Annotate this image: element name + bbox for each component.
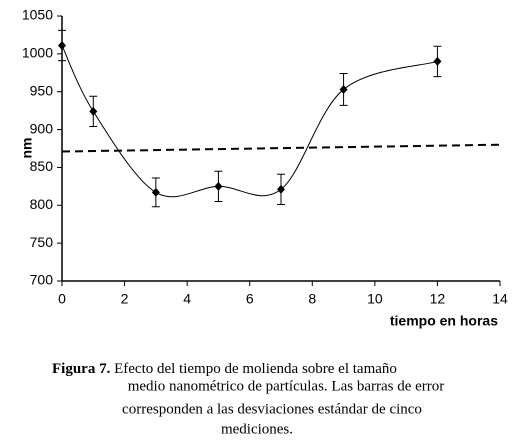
- reference-line: [61, 143, 501, 153]
- x-tick-label: 4: [183, 291, 191, 307]
- x-axis-label: tiempo en horas: [390, 313, 498, 329]
- y-tick-label: 850: [30, 158, 54, 174]
- caption-line: Figura 7. Efecto del tiempo de molienda …: [52, 361, 397, 377]
- caption-line: mediciones.: [221, 421, 293, 435]
- caption-label: Figura 7.: [52, 361, 111, 377]
- y-axis-label: nm: [19, 138, 35, 159]
- marker: [433, 56, 442, 66]
- y-tick-label: 900: [30, 120, 54, 136]
- marker: [277, 184, 285, 194]
- caption-text: Efecto del tiempo de molienda sobre el t…: [114, 361, 397, 377]
- marker: [89, 106, 98, 116]
- marker: [214, 181, 223, 191]
- y-tick-label: 950: [30, 82, 54, 98]
- caption-line: corresponden a las desviaciones estándar…: [122, 401, 422, 417]
- x-tick-label: 6: [246, 291, 254, 307]
- y-tick-label: 700: [30, 272, 54, 288]
- marker: [151, 187, 160, 197]
- y-tick-label: 800: [30, 196, 54, 212]
- x-tick-label: 14: [492, 291, 508, 307]
- series-line: [61, 45, 438, 198]
- y-tick-label: 1050: [22, 7, 53, 23]
- y-tick-label: 1000: [22, 45, 53, 61]
- x-tick-label: 8: [308, 291, 316, 307]
- y-tick-label: 750: [30, 234, 54, 250]
- x-tick-label: 2: [121, 291, 129, 307]
- marker: [339, 84, 348, 94]
- caption-line: medio nanométrico de partículas. Las bar…: [128, 378, 445, 394]
- x-tick-label: 12: [430, 291, 446, 307]
- x-tick-label: 10: [367, 291, 383, 307]
- marker: [58, 41, 66, 51]
- x-tick-label: 0: [58, 291, 66, 307]
